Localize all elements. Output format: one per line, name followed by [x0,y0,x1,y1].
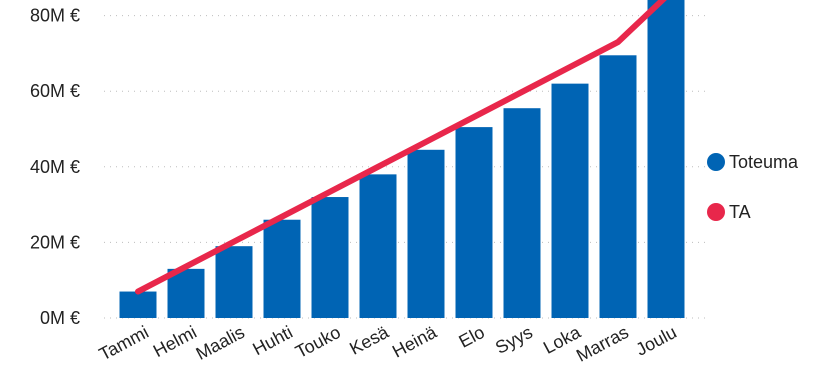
bar [647,0,685,318]
bar [215,246,253,318]
x-tick-label: Heinä [389,321,441,361]
x-tick-label: Helmi [150,322,200,361]
x-tick-label: Elo [456,322,488,352]
x-tick-label: Maalis [193,322,248,364]
x-tick-label: Huhti [249,322,296,359]
bar [359,174,397,318]
legend-marker [707,153,725,171]
bar-series-toteuma [119,0,685,319]
bar [167,268,205,318]
bar [455,127,493,318]
legend: Toteuma TA [707,152,799,222]
line-series-ta [135,0,667,295]
bar [263,219,301,318]
x-tick-label: Marras [573,322,632,366]
y-tick-label: 80M € [30,6,80,26]
bar [551,83,589,318]
y-tick-label: 40M € [30,157,80,177]
y-axis-tick-labels: 0M € 20M € 40M € 60M € 80M € [30,6,80,328]
legend-label: Toteuma [729,152,799,172]
x-tick-label: Tammi [96,322,152,365]
x-tick-label: Touko [292,322,344,362]
y-tick-label: 60M € [30,81,80,101]
x-tick-label: Kesä [346,321,392,358]
line-series-ta-path [135,0,667,295]
bar [503,108,541,319]
y-tick-label: 20M € [30,232,80,252]
legend-marker [707,203,725,221]
bar [119,291,157,318]
legend-label: TA [729,202,751,222]
y-tick-label: 0M € [40,308,80,328]
bar [311,197,349,318]
bar [599,55,637,318]
x-tick-label: Syys [492,322,536,358]
x-tick-label: Joulu [632,322,679,360]
bar [407,149,445,318]
